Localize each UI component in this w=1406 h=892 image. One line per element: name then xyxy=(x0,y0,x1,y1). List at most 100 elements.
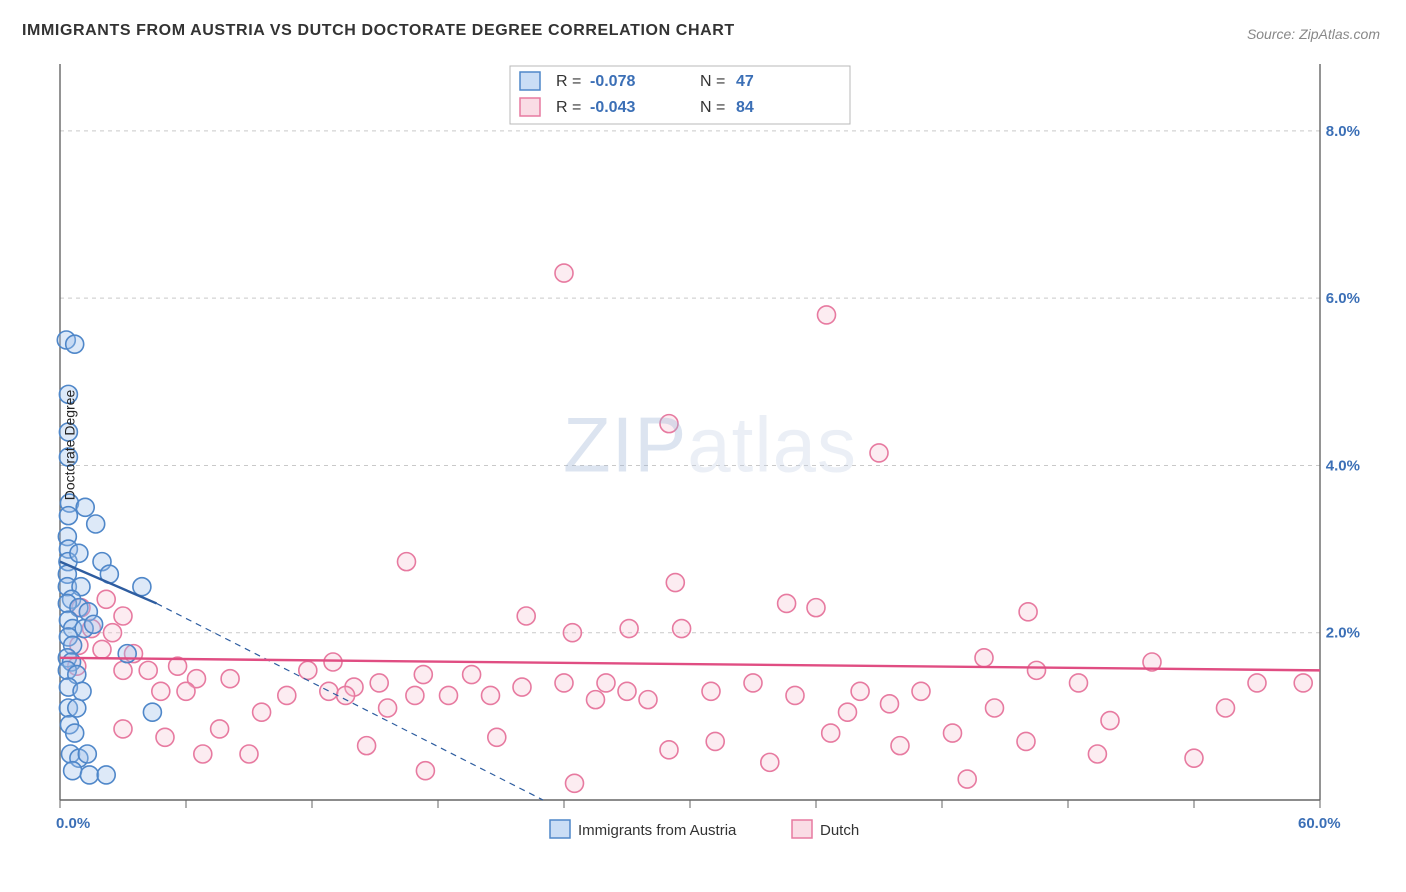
data-point-b xyxy=(416,762,434,780)
data-point-b xyxy=(660,741,678,759)
x-left-label: 0.0% xyxy=(56,815,90,832)
data-point-b xyxy=(406,686,424,704)
legend-n-label: N = xyxy=(700,73,725,90)
data-point-b xyxy=(975,649,993,667)
data-point-b xyxy=(253,703,271,721)
data-point-b xyxy=(177,682,195,700)
data-point-b xyxy=(958,770,976,788)
bottom-legend-swatch xyxy=(792,820,812,838)
data-point-b xyxy=(1017,732,1035,750)
source-credit: Source: ZipAtlas.com xyxy=(1247,26,1380,42)
y-axis-label: Doctorate Degree xyxy=(61,390,77,501)
data-point-b xyxy=(139,661,157,679)
data-point-a xyxy=(76,498,94,516)
y-tick-label: 2.0% xyxy=(1326,625,1360,642)
data-point-b xyxy=(851,682,869,700)
data-point-b xyxy=(786,686,804,704)
data-point-a xyxy=(80,766,98,784)
data-point-b xyxy=(618,682,636,700)
scatter-svg: 2.0%4.0%6.0%8.0%0.0%60.0%R =-0.078N =47R… xyxy=(50,60,1370,860)
data-point-b xyxy=(114,661,132,679)
data-point-b xyxy=(666,574,684,592)
data-point-a xyxy=(68,699,86,717)
data-point-b xyxy=(597,674,615,692)
data-point-a xyxy=(70,544,88,562)
data-point-b xyxy=(1101,712,1119,730)
data-point-b xyxy=(555,674,573,692)
data-point-b xyxy=(912,682,930,700)
data-point-b xyxy=(463,666,481,684)
legend-n-value: 47 xyxy=(736,73,754,90)
data-point-b xyxy=(156,728,174,746)
data-point-a xyxy=(85,615,103,633)
data-point-b xyxy=(278,686,296,704)
data-point-b xyxy=(807,599,825,617)
data-point-b xyxy=(370,674,388,692)
data-point-b xyxy=(440,686,458,704)
trendline-b xyxy=(60,658,1320,671)
data-point-b xyxy=(587,691,605,709)
bottom-legend-label: Dutch xyxy=(820,822,859,839)
data-point-b xyxy=(104,624,122,642)
data-point-b xyxy=(482,686,500,704)
data-point-b xyxy=(1185,749,1203,767)
data-point-b xyxy=(881,695,899,713)
data-point-b xyxy=(761,753,779,771)
data-point-b xyxy=(1248,674,1266,692)
data-point-b xyxy=(114,720,132,738)
data-point-b xyxy=(379,699,397,717)
data-point-b xyxy=(891,737,909,755)
plot-area: Doctorate Degree ZIPatlas 2.0%4.0%6.0%8.… xyxy=(50,60,1370,830)
y-tick-label: 4.0% xyxy=(1326,457,1360,474)
data-point-a xyxy=(64,762,82,780)
data-point-b xyxy=(488,728,506,746)
y-tick-label: 8.0% xyxy=(1326,123,1360,140)
data-point-b xyxy=(818,306,836,324)
data-point-b xyxy=(660,415,678,433)
data-point-b xyxy=(1028,661,1046,679)
data-point-b xyxy=(986,699,1004,717)
data-point-b xyxy=(221,670,239,688)
data-point-b xyxy=(555,264,573,282)
legend-r-value: -0.043 xyxy=(590,99,635,116)
data-point-b xyxy=(639,691,657,709)
data-point-a xyxy=(143,703,161,721)
data-point-a xyxy=(59,507,77,525)
legend-swatch xyxy=(520,72,540,90)
data-point-b xyxy=(337,686,355,704)
y-tick-label: 6.0% xyxy=(1326,290,1360,307)
data-point-b xyxy=(1019,603,1037,621)
data-point-b xyxy=(93,640,111,658)
data-point-b xyxy=(320,682,338,700)
data-point-b xyxy=(114,607,132,625)
data-point-b xyxy=(870,444,888,462)
legend-n-value: 84 xyxy=(736,99,754,116)
x-right-label: 60.0% xyxy=(1298,815,1341,832)
data-point-b xyxy=(97,590,115,608)
legend-n-label: N = xyxy=(700,99,725,116)
data-point-a xyxy=(87,515,105,533)
data-point-b xyxy=(299,661,317,679)
data-point-a xyxy=(133,578,151,596)
data-point-b xyxy=(673,620,691,638)
legend-swatch xyxy=(520,98,540,116)
data-point-b xyxy=(822,724,840,742)
data-point-b xyxy=(778,594,796,612)
data-point-b xyxy=(1294,674,1312,692)
data-point-b xyxy=(702,682,720,700)
data-point-b xyxy=(563,624,581,642)
data-point-a xyxy=(73,682,91,700)
data-point-b xyxy=(1217,699,1235,717)
data-point-b xyxy=(620,620,638,638)
data-point-a xyxy=(66,335,84,353)
data-point-b xyxy=(152,682,170,700)
data-point-b xyxy=(414,666,432,684)
bottom-legend-label: Immigrants from Austria xyxy=(578,822,737,839)
legend-r-label: R = xyxy=(556,73,581,90)
data-point-a xyxy=(78,745,96,763)
data-point-b xyxy=(744,674,762,692)
data-point-b xyxy=(194,745,212,763)
data-point-b xyxy=(566,774,584,792)
data-point-b xyxy=(211,720,229,738)
data-point-b xyxy=(1070,674,1088,692)
